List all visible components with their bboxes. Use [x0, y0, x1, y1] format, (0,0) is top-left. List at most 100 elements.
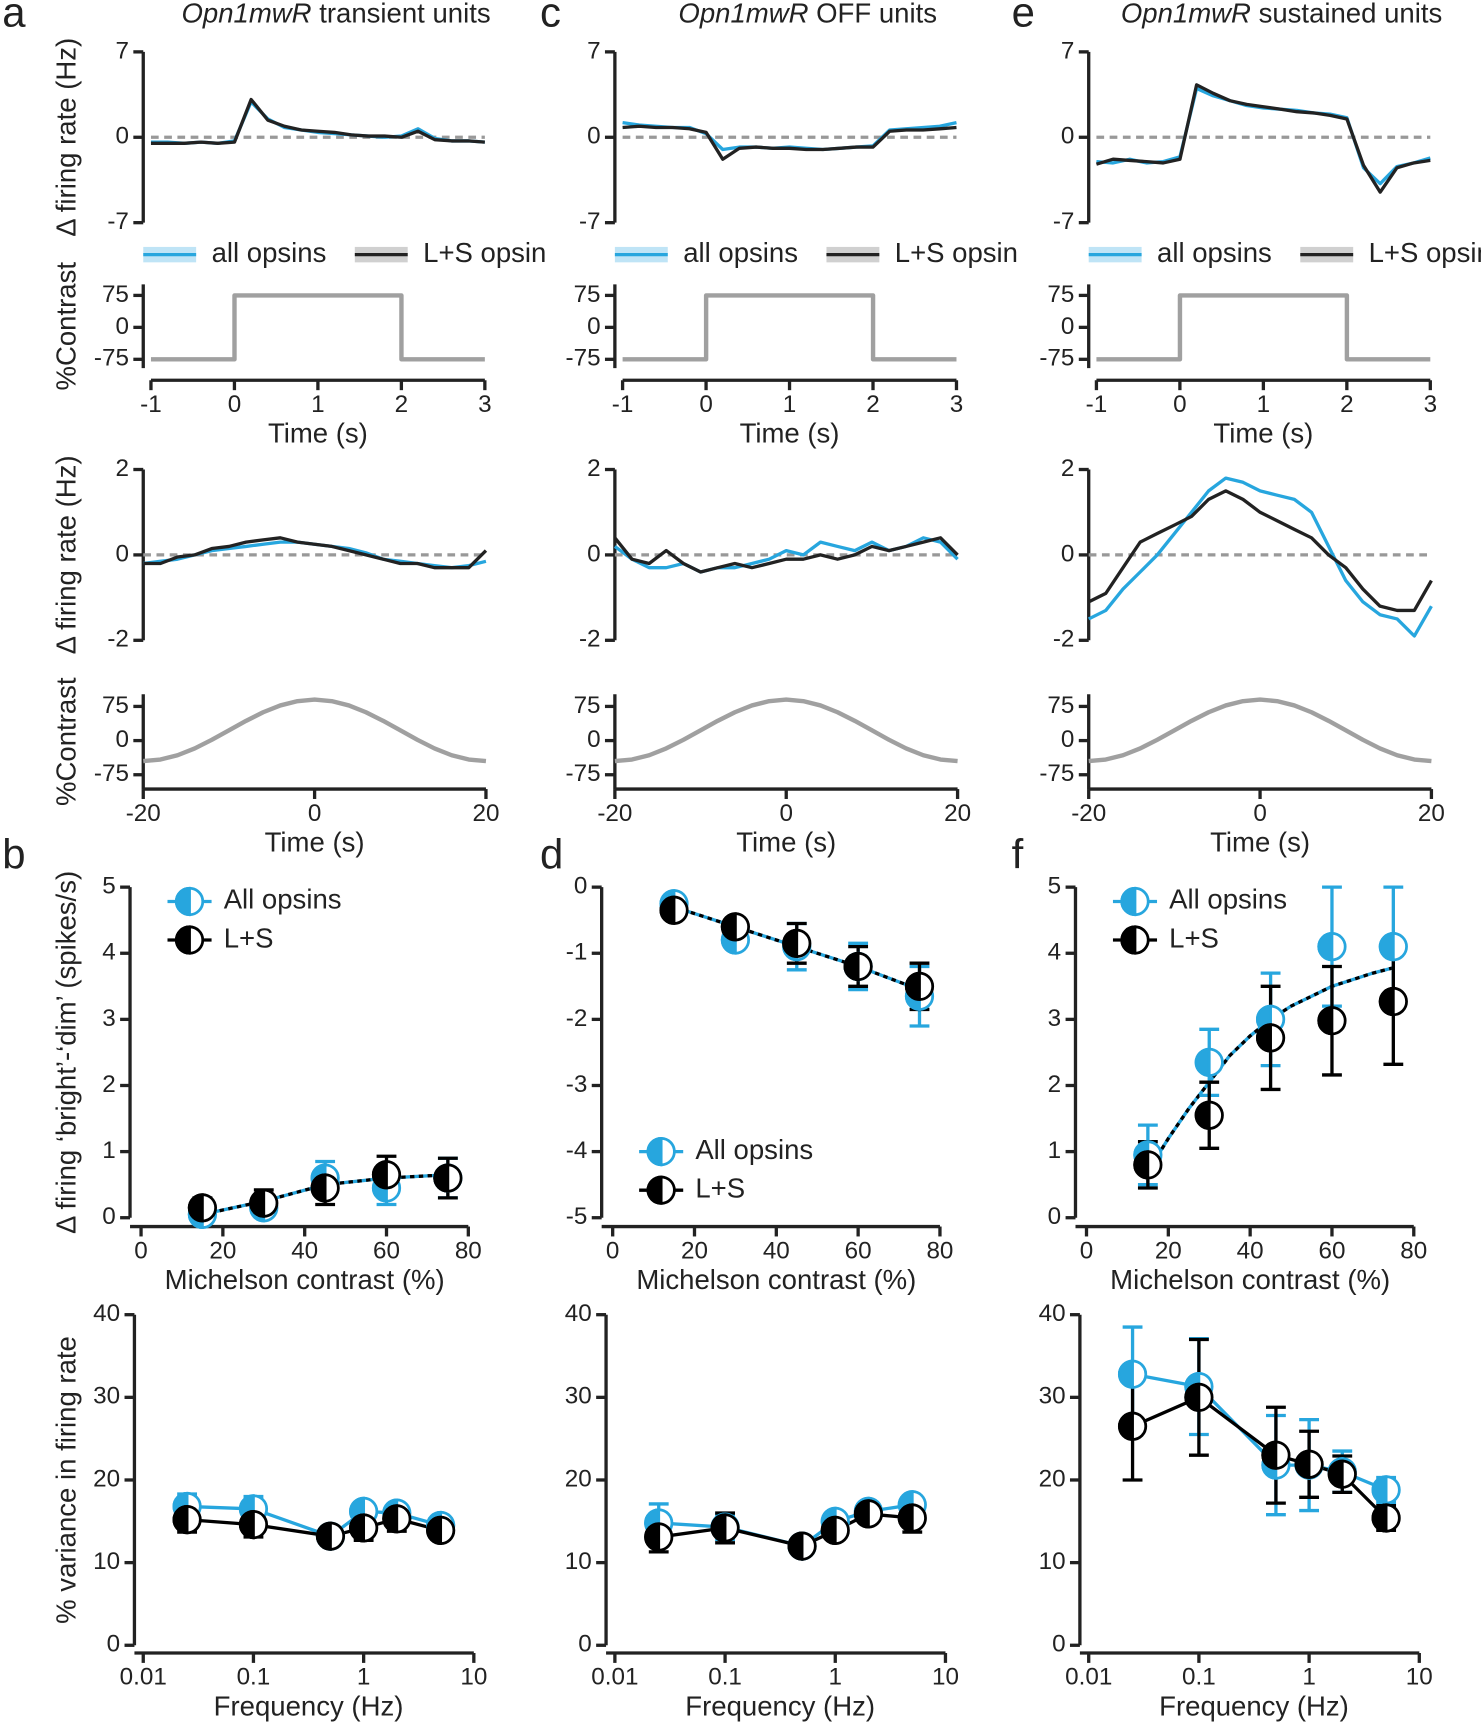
x-tick-label: 1 [829, 1664, 842, 1691]
legend-marker [646, 1137, 676, 1167]
x-tick-label: 20 [944, 800, 971, 827]
y-tick-label: 30 [565, 1383, 592, 1410]
marker [659, 895, 689, 925]
y-tick-label: 0 [1061, 540, 1074, 567]
x-tick-label: 2 [1340, 391, 1353, 418]
x-axis-label: Frequency (Hz) [1159, 1690, 1349, 1721]
data-line [613, 536, 959, 574]
x-tick-label: 20 [681, 1237, 708, 1264]
marker-half [172, 1505, 189, 1535]
marker-half [659, 895, 676, 925]
marker-half [1294, 1449, 1311, 1479]
marker-half [310, 1173, 327, 1203]
x-tick-label: -1 [1086, 391, 1108, 418]
data-line [622, 293, 957, 362]
marker-half [843, 951, 860, 982]
y-tick-label: 10 [565, 1548, 592, 1575]
marker [315, 1521, 346, 1551]
x-tick-label: -1 [140, 391, 162, 418]
marker [1117, 1359, 1148, 1389]
x-tick-label: 1 [783, 391, 796, 418]
y-tick-label: -7 [107, 208, 129, 235]
legend-label: L+S [695, 1172, 745, 1203]
marker-half [646, 1175, 663, 1205]
y-tick-label: 75 [574, 692, 601, 719]
y-tick-label: 75 [1047, 692, 1074, 719]
y-axis-label: Δ firing rate (Hz) [51, 38, 82, 237]
marker-half [644, 1522, 661, 1552]
marker-half [371, 1160, 388, 1190]
legend-label: L+S opsin [1369, 237, 1481, 268]
y-tick-label: 3 [1048, 1005, 1061, 1032]
marker-half [1120, 886, 1137, 917]
y-tick-label: 0 [115, 726, 128, 753]
marker [310, 1173, 340, 1203]
x-tick-label: 0.1 [708, 1664, 742, 1691]
data-line [1088, 697, 1432, 764]
legend-marker [1120, 886, 1150, 917]
x-axis-label: Frequency (Hz) [685, 1690, 875, 1721]
y-tick-label: -2 [579, 626, 601, 653]
x-axis-label: Time (s) [265, 826, 365, 857]
y-tick-label: -75 [1039, 760, 1074, 787]
marker [1117, 1411, 1148, 1441]
marker-half [315, 1521, 332, 1551]
y-tick-label: 0 [115, 123, 128, 150]
x-tick-label: 80 [455, 1237, 482, 1264]
marker [904, 971, 935, 1001]
marker-half [1120, 925, 1137, 955]
y-tick-label: 20 [565, 1465, 592, 1492]
marker [787, 1531, 817, 1561]
y-tick-label: 75 [1047, 281, 1074, 308]
y-tick-label: -2 [107, 626, 129, 653]
y-tick-label: 75 [574, 281, 601, 308]
x-tick-label: 20 [1418, 800, 1445, 827]
y-tick-label: 30 [1039, 1383, 1066, 1410]
marker-half [1184, 1382, 1201, 1412]
marker-half [174, 925, 191, 955]
marker-half [820, 1515, 837, 1545]
y-tick-label: 30 [93, 1383, 120, 1410]
marker [382, 1504, 412, 1534]
marker-half [187, 1193, 204, 1223]
x-tick-label: 0.01 [1065, 1664, 1112, 1691]
legend-label: all opsins [1157, 237, 1272, 268]
marker-half [853, 1499, 870, 1529]
x-tick-label: -20 [597, 800, 632, 827]
marker-half [897, 1503, 914, 1533]
x-tick-label: 1 [357, 1664, 370, 1691]
marker [1133, 1150, 1163, 1180]
x-axis-label: Time (s) [1213, 418, 1313, 449]
y-tick-label: -75 [1039, 345, 1074, 372]
x-axis-label: Time (s) [268, 418, 368, 449]
data-line [150, 293, 485, 362]
data-line [143, 697, 487, 764]
legend-label: L+S opsin [895, 237, 1018, 268]
marker [1255, 1023, 1286, 1053]
marker-half [1378, 986, 1395, 1017]
y-axis-label: Δ firing ‘bright’-‘dim’ (spikes/s) [51, 871, 82, 1234]
legend-label: all opsins [683, 237, 798, 268]
marker [1294, 1449, 1324, 1479]
marker-half [426, 1515, 443, 1545]
data-line [614, 697, 958, 764]
x-tick-label: 20 [1155, 1237, 1182, 1264]
x-tick-label: 0 [1173, 391, 1186, 418]
marker [720, 912, 751, 942]
y-tick-label: 0 [578, 1631, 591, 1658]
y-tick-label: 7 [1061, 37, 1074, 64]
x-axis-label: Time (s) [1210, 826, 1310, 857]
marker-half [1117, 1411, 1134, 1441]
legend-label: L+S opsin [423, 237, 546, 268]
marker-half [1133, 1150, 1150, 1180]
marker [1194, 1047, 1224, 1077]
x-tick-label: 20 [472, 800, 499, 827]
y-tick-label: 40 [93, 1300, 120, 1327]
x-tick-label: 60 [845, 1237, 872, 1264]
y-tick-label: 0 [574, 873, 587, 900]
legend-label: L+S [1169, 922, 1219, 953]
marker [172, 1505, 202, 1535]
marker-half [1371, 1503, 1388, 1533]
x-tick-label: 1 [1302, 1664, 1315, 1691]
